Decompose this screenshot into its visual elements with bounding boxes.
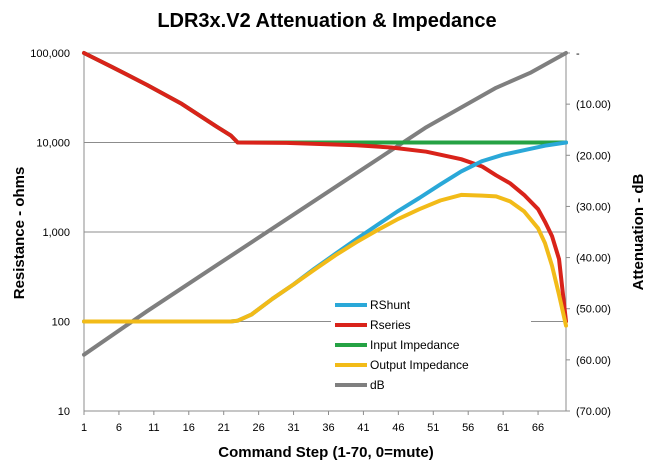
x-tick-label: 41 — [357, 422, 369, 434]
x-tick-label: 51 — [427, 422, 439, 434]
x-tick-label: 6 — [116, 422, 122, 434]
x-tick-label: 31 — [287, 422, 299, 434]
series-lines — [82, 51, 568, 357]
y2-tick-label: (50.00) — [576, 304, 611, 316]
y-tick-label: 10 — [58, 406, 70, 418]
x-tick-label: 61 — [497, 422, 509, 434]
y2-tick-label: (30.00) — [576, 201, 611, 213]
series-line-output-impedance — [82, 192, 568, 328]
y2-tick-label: (40.00) — [576, 253, 611, 265]
x-tick-label: 1 — [81, 422, 87, 434]
y2-tick-label: (70.00) — [576, 406, 611, 418]
x-tick-label: 56 — [462, 422, 474, 434]
x-tick-label: 26 — [253, 422, 265, 434]
legend-label-input-impedance: Input Impedance — [370, 338, 460, 352]
x-axis-title: Command Step (1-70, 0=mute) — [218, 444, 433, 461]
y2-tick-label: - — [576, 48, 580, 60]
legend-label-db: dB — [370, 378, 385, 392]
chart-title: LDR3x.V2 Attenuation & Impedance — [157, 10, 496, 32]
y-tick-label: 100 — [52, 317, 70, 329]
legend-label-rseries: Rseries — [370, 318, 411, 332]
axes: 10 100 1,000 10,000 100,000 - (10.00) (20.00) (3… — [30, 48, 611, 434]
x-tick-label: 36 — [322, 422, 334, 434]
y-tick-label: 100,000 — [30, 48, 70, 60]
series-line-db — [82, 51, 568, 357]
y-tick-label: 10,000 — [36, 138, 70, 150]
x-tick-label: 21 — [218, 422, 230, 434]
y2-tick-label: (20.00) — [576, 150, 611, 162]
y-tick-label: 1,000 — [42, 227, 70, 239]
x-tick-label: 66 — [532, 422, 544, 434]
legend: RShunt Rseries Input Impedance Output Imped… — [331, 293, 531, 401]
y2-tick-label: (10.00) — [576, 99, 611, 111]
legend-label-rshunt: RShunt — [370, 298, 411, 312]
series-line-rseries — [82, 51, 568, 324]
legend-label-output-impedance: Output Impedance — [370, 358, 469, 372]
y-axis-title: Resistance - ohms — [11, 167, 28, 300]
x-tick-label: 11 — [148, 422, 159, 434]
x-tick-label: 16 — [183, 422, 195, 434]
y2-axis-title: Attenuation - dB — [630, 174, 647, 291]
series-line-input-impedance — [82, 51, 568, 145]
x-tick-label: 46 — [392, 422, 404, 434]
y2-tick-label: (60.00) — [576, 355, 611, 367]
